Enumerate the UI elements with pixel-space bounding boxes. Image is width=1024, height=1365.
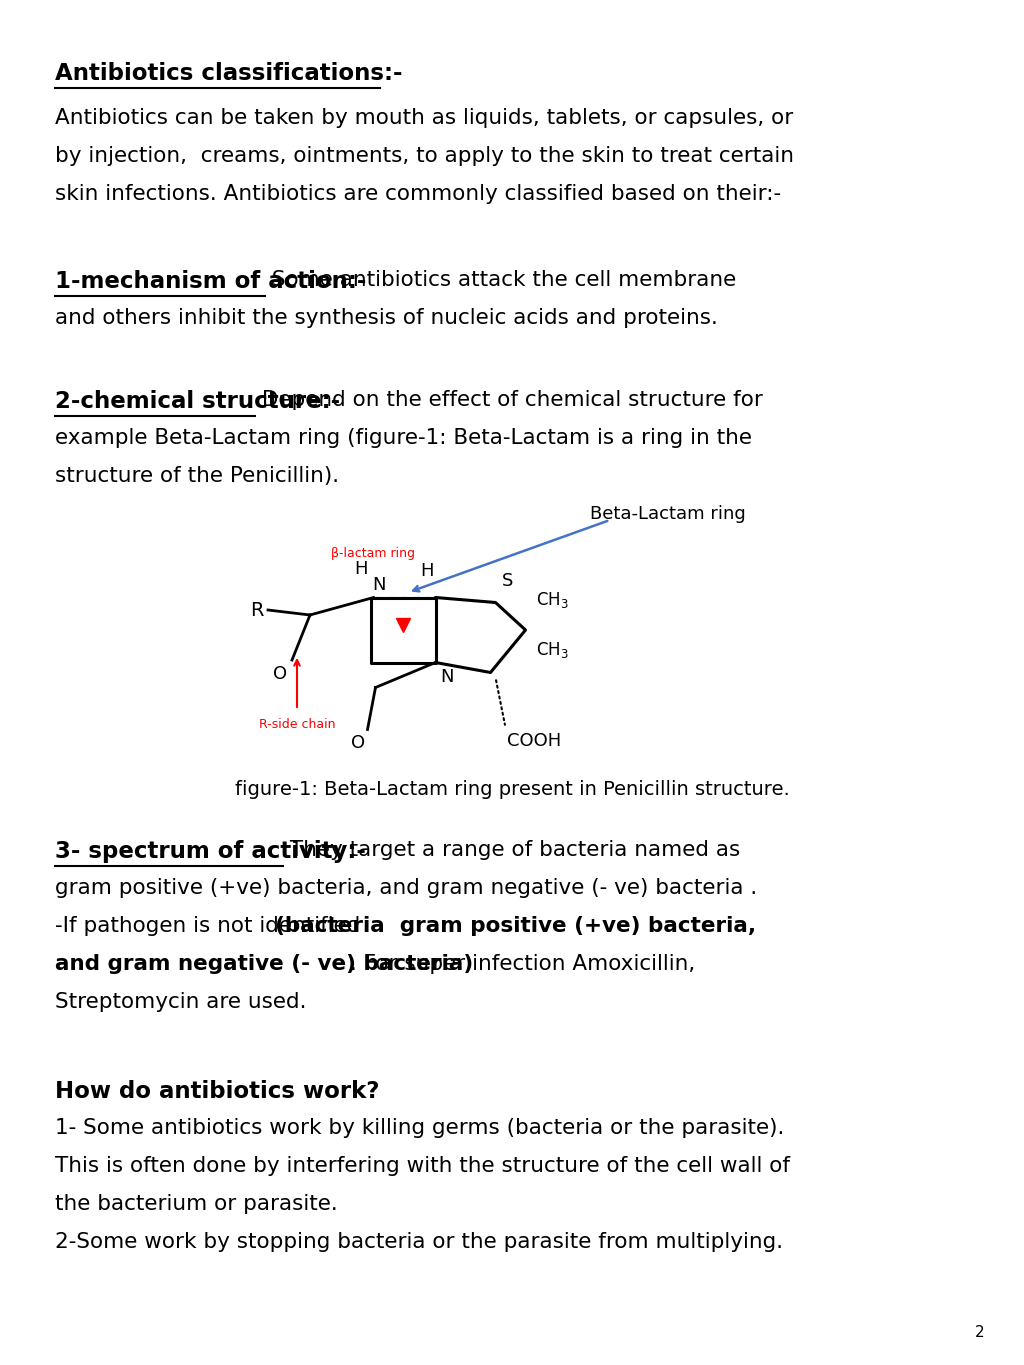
- Text: 2: 2: [975, 1325, 984, 1340]
- Text: H: H: [421, 561, 434, 580]
- Text: -If pathogen is not identified: -If pathogen is not identified: [55, 916, 368, 936]
- Text: O: O: [351, 734, 366, 752]
- Text: and gram negative (- ve) bacteria): and gram negative (- ve) bacteria): [55, 954, 473, 975]
- Text: figure-1: Beta-Lactam ring present in Penicillin structure.: figure-1: Beta-Lactam ring present in Pe…: [234, 779, 790, 799]
- Text: (bacteria  gram positive (+ve) bacteria,: (bacteria gram positive (+ve) bacteria,: [275, 916, 756, 936]
- Text: N: N: [440, 667, 454, 685]
- Text: skin infections. Antibiotics are commonly classified based on their:-: skin infections. Antibiotics are commonl…: [55, 184, 781, 203]
- Text: S: S: [502, 572, 513, 591]
- Text: gram positive (+ve) bacteria, and gram negative (- ve) bacteria .: gram positive (+ve) bacteria, and gram n…: [55, 878, 758, 898]
- Text: How do antibiotics work?: How do antibiotics work?: [55, 1080, 380, 1103]
- Text: structure of the Penicillin).: structure of the Penicillin).: [55, 465, 339, 486]
- Text: Some antibiotics attack the cell membrane: Some antibiotics attack the cell membran…: [265, 270, 736, 289]
- Text: H: H: [353, 560, 368, 577]
- Text: β-lactam ring: β-lactam ring: [331, 546, 415, 560]
- Text: 2-Some work by stopping bacteria or the parasite from multiplying.: 2-Some work by stopping bacteria or the …: [55, 1233, 783, 1252]
- Text: Antibiotics can be taken by mouth as liquids, tablets, or capsules, or: Antibiotics can be taken by mouth as liq…: [55, 108, 794, 128]
- Text: CH$_3$: CH$_3$: [536, 590, 568, 610]
- Text: . For super infection Amoxicillin,: . For super infection Amoxicillin,: [350, 954, 695, 975]
- Text: COOH: COOH: [508, 733, 562, 751]
- Text: Beta-Lactam ring: Beta-Lactam ring: [590, 505, 745, 523]
- Text: the bacterium or parasite.: the bacterium or parasite.: [55, 1194, 338, 1213]
- Text: 3- spectrum of activity:-: 3- spectrum of activity:-: [55, 839, 366, 863]
- Text: by injection,  creams, ointments, to apply to the skin to treat certain: by injection, creams, ointments, to appl…: [55, 146, 794, 167]
- Text: 2-chemical structure:-: 2-chemical structure:-: [55, 390, 340, 414]
- Text: N: N: [372, 576, 385, 595]
- Text: This is often done by interfering with the structure of the cell wall of: This is often done by interfering with t…: [55, 1156, 790, 1177]
- Text: 1- Some antibiotics work by killing germs (bacteria or the parasite).: 1- Some antibiotics work by killing germ…: [55, 1118, 784, 1138]
- Text: 1-mechanism of action:-: 1-mechanism of action:-: [55, 270, 367, 293]
- Text: R-side chain: R-side chain: [259, 718, 336, 732]
- Text: Depend on the effect of chemical structure for: Depend on the effect of chemical structu…: [255, 390, 763, 410]
- Text: example Beta-Lactam ring (figure-1: Beta-Lactam is a ring in the: example Beta-Lactam ring (figure-1: Beta…: [55, 429, 752, 448]
- Text: Antibiotics classifications:-: Antibiotics classifications:-: [55, 61, 402, 85]
- Text: and others inhibit the synthesis of nucleic acids and proteins.: and others inhibit the synthesis of nucl…: [55, 308, 718, 328]
- Text: R: R: [250, 601, 263, 620]
- Text: They target a range of bacteria named as: They target a range of bacteria named as: [283, 839, 740, 860]
- Text: O: O: [272, 665, 287, 682]
- Text: CH$_3$: CH$_3$: [536, 640, 568, 661]
- Text: Streptomycin are used.: Streptomycin are used.: [55, 992, 306, 1011]
